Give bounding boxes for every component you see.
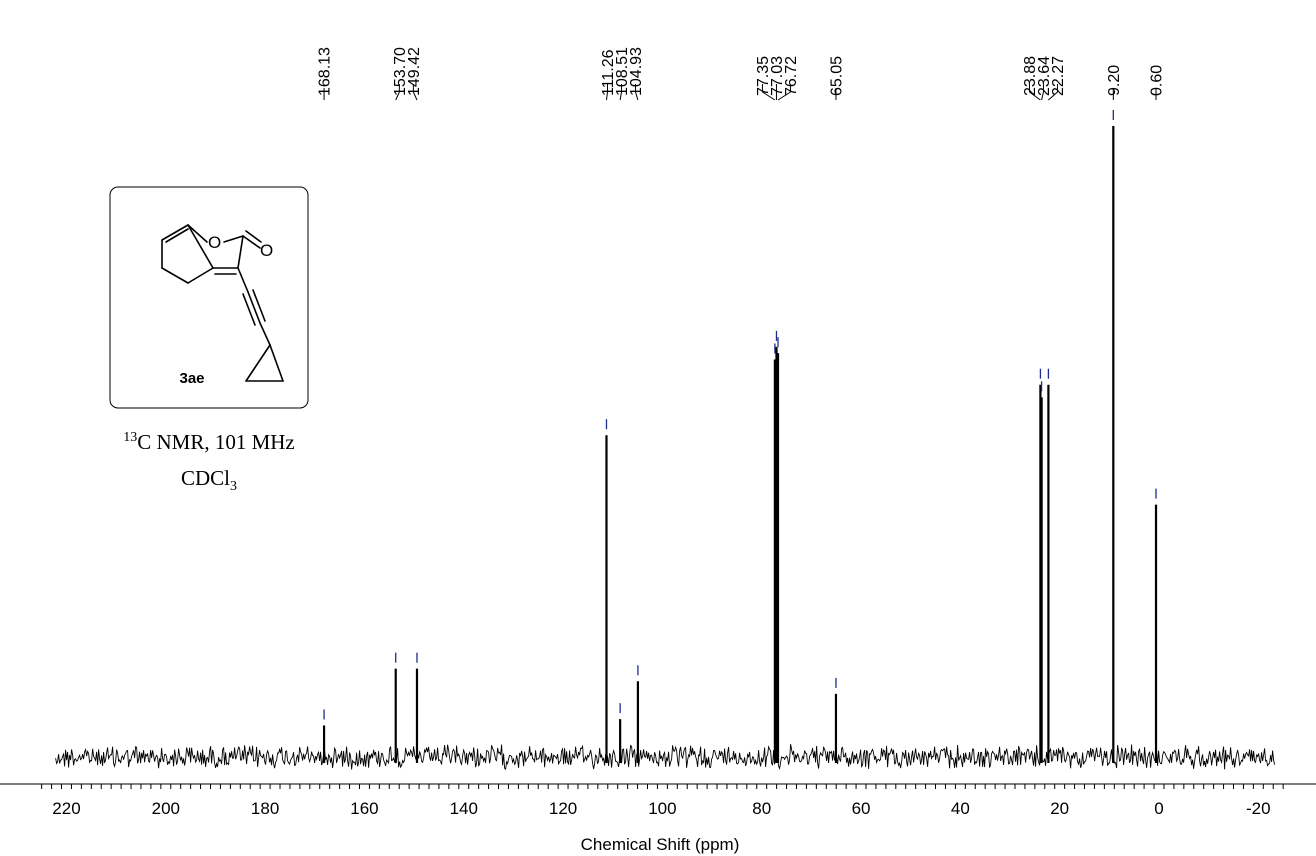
x-tick-label: -20 [1246, 799, 1271, 818]
peak-label-connector-149.42 [412, 84, 418, 101]
x-tick-label: 120 [549, 799, 577, 818]
peak-label-connector-23.88 [1028, 84, 1041, 101]
peak-label-connector-22.27 [1048, 84, 1058, 101]
x-axis-title: Chemical Shift (ppm) [581, 835, 740, 854]
peak-label-149.42: 149.42 [406, 47, 423, 96]
x-tick-label: 200 [152, 799, 180, 818]
peak-label-77.03: 77.03 [769, 56, 786, 96]
peak-label-connector-76.72 [777, 84, 791, 101]
peak-label-23.64: 23.64 [1036, 56, 1053, 96]
nmr-method: C NMR, 101 MHz [137, 430, 295, 454]
peak-label-65.05: 65.05 [829, 56, 846, 96]
peak-label-77.35: 77.35 [755, 56, 772, 96]
solvent-line: CDCl3 [70, 466, 348, 495]
peak-label-22.27: 22.27 [1050, 56, 1067, 96]
peak-label-153.70: 153.70 [392, 47, 409, 96]
x-tick-label: 140 [450, 799, 478, 818]
peak-label-connector-104.93 [635, 84, 639, 101]
x-tick-label: 160 [350, 799, 378, 818]
peak-label-168.13: 168.13 [317, 47, 334, 96]
compound-label: 3ae [179, 370, 204, 387]
x-tick-label: 220 [52, 799, 80, 818]
peak-label-111.26: 111.26 [600, 49, 617, 96]
x-tick-label: 40 [951, 799, 970, 818]
x-tick-label: 60 [852, 799, 871, 818]
x-tick-label: 180 [251, 799, 279, 818]
baseline-noise [55, 744, 1276, 771]
peak-markers-layer [323, 110, 1157, 720]
x-tick-label: 100 [648, 799, 676, 818]
peak-label-108.51: 108.51 [614, 47, 631, 96]
peak-label-connector-153.70 [395, 84, 400, 101]
peaks-layer [322, 126, 1158, 763]
solvent-name: CDCl [180, 466, 230, 490]
structure-frame [109, 186, 309, 409]
peak-label-104.93: 104.93 [628, 47, 645, 96]
nmr-conditions-line: 13C NMR, 101 MHz [70, 430, 348, 455]
molecule-drawing [161, 224, 284, 382]
peak-label-0.60: 0.60 [1149, 65, 1166, 96]
x-tick-label: 0 [1154, 799, 1163, 818]
peak-label-23.88: 23.88 [1022, 56, 1039, 96]
structure-inset: O O 3ae [109, 186, 309, 409]
x-axis: 220 200 180 160 140 120 100 80 60 40 20 0 -20 [0, 783, 1316, 818]
peak-label-76.72: 76.72 [783, 56, 800, 96]
solvent-subscript: 3 [230, 479, 237, 495]
peak-label-connector-108.51 [619, 84, 623, 101]
peak-label-connector-111.26 [605, 84, 609, 101]
peak-label-connector-77.35 [761, 84, 776, 101]
x-tick-label: 20 [1050, 799, 1069, 818]
ring-oxygen-label: O [208, 233, 221, 252]
carbonyl-oxygen-label: O [260, 241, 273, 260]
peak-label-connector-23.64 [1041, 84, 1044, 101]
peak-label-9.20: 9.20 [1106, 65, 1123, 96]
baseline-noise-trace [55, 744, 1276, 771]
nucleus-mass-number: 13 [123, 430, 138, 445]
x-tick-label: 80 [752, 799, 771, 818]
